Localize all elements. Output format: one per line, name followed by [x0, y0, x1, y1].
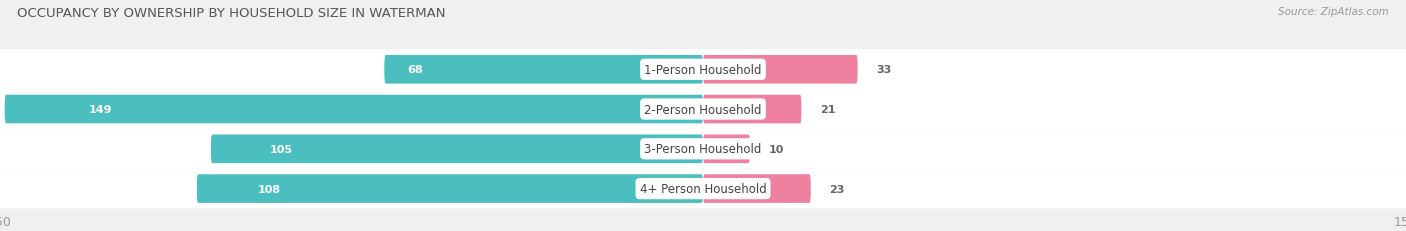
- Text: 149: 149: [89, 105, 112, 115]
- FancyBboxPatch shape: [703, 56, 858, 84]
- Text: 108: 108: [257, 184, 281, 194]
- Text: OCCUPANCY BY OWNERSHIP BY HOUSEHOLD SIZE IN WATERMAN: OCCUPANCY BY OWNERSHIP BY HOUSEHOLD SIZE…: [17, 7, 446, 20]
- Text: 4+ Person Household: 4+ Person Household: [640, 182, 766, 195]
- Text: Source: ZipAtlas.com: Source: ZipAtlas.com: [1278, 7, 1389, 17]
- FancyBboxPatch shape: [703, 174, 811, 203]
- Text: 105: 105: [270, 144, 292, 154]
- Text: 21: 21: [820, 105, 835, 115]
- FancyBboxPatch shape: [384, 56, 703, 84]
- Text: 10: 10: [769, 144, 785, 154]
- FancyBboxPatch shape: [0, 129, 1406, 169]
- FancyBboxPatch shape: [703, 135, 749, 163]
- Text: 23: 23: [830, 184, 845, 194]
- Text: 33: 33: [876, 65, 891, 75]
- Text: 1-Person Household: 1-Person Household: [644, 64, 762, 76]
- Text: 3-Person Household: 3-Person Household: [644, 143, 762, 156]
- Text: 2-Person Household: 2-Person Household: [644, 103, 762, 116]
- Text: 68: 68: [408, 65, 423, 75]
- FancyBboxPatch shape: [703, 95, 801, 124]
- FancyBboxPatch shape: [211, 135, 703, 163]
- FancyBboxPatch shape: [0, 90, 1406, 129]
- FancyBboxPatch shape: [197, 174, 703, 203]
- FancyBboxPatch shape: [0, 169, 1406, 209]
- FancyBboxPatch shape: [4, 95, 703, 124]
- FancyBboxPatch shape: [0, 50, 1406, 90]
